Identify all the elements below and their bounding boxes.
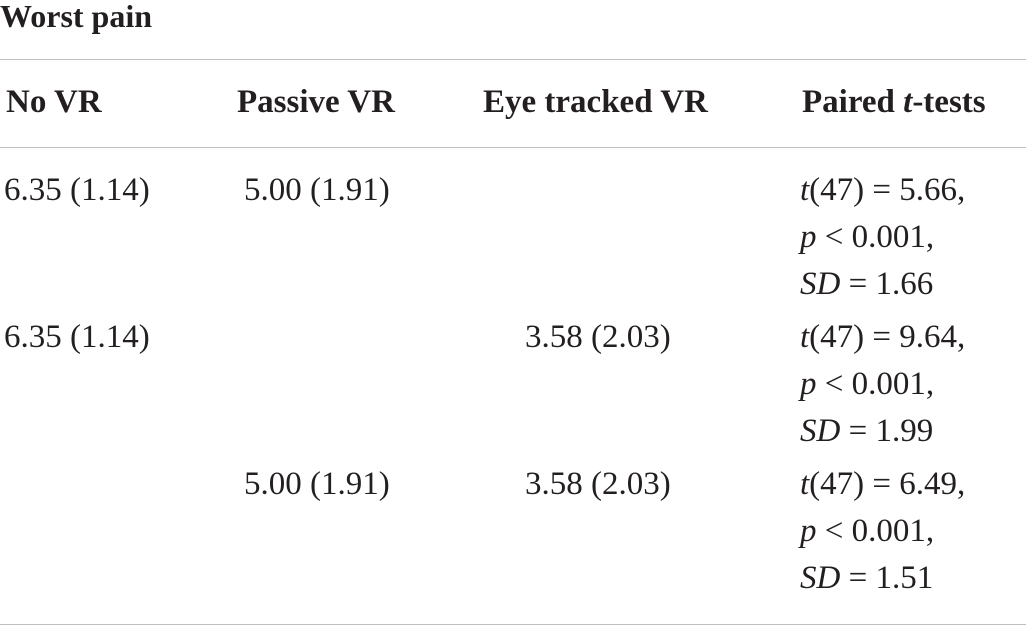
row-1-p-value: < 0.001, [816,219,935,255]
sd-symbol: SD [800,266,841,302]
header-rule [0,147,1026,148]
header-passive-vr: Passive VR [237,84,395,120]
header-paired-t: t [903,84,913,120]
header-paired-suffix: -tests [912,84,986,120]
row-3-t-value: (47) = 6.49, [809,466,966,502]
row-1-t-value: (47) = 5.66, [809,172,966,208]
section-title: Worst pain [0,0,153,34]
row-3-paired-test: t(47) = 6.49, p < 0.001, SD = 1.51 [800,461,965,602]
row-3-p-line: p < 0.001, [800,508,965,555]
bottom-rule [0,624,1026,625]
row-3-eye-tracked-vr: 3.58 (2.03) [525,466,671,502]
row-2-eye-tracked-vr: 3.58 (2.03) [525,319,671,355]
row-2-p-value: < 0.001, [816,366,935,402]
row-3-t-line: t(47) = 6.49, [800,461,965,508]
row-3-p-value: < 0.001, [816,513,935,549]
header-paired-t-tests: Paired t-tests [802,86,986,119]
row-2-sd-value: = 1.99 [840,413,934,449]
row-3-passive-vr: 5.00 (1.91) [244,466,390,502]
row-1-no-vr: 6.35 (1.14) [4,172,150,208]
row-1-p-line: p < 0.001, [800,214,965,261]
row-1-sd-value: = 1.66 [840,266,934,302]
row-1-t-line: t(47) = 5.66, [800,167,965,214]
row-3-sd-line: SD = 1.51 [800,555,965,602]
header-paired-prefix: Paired [802,84,904,120]
sd-symbol: SD [800,560,841,596]
t-symbol: t [800,172,810,208]
row-2-paired-test: t(47) = 9.64, p < 0.001, SD = 1.99 [800,314,965,455]
row-3-sd-value: = 1.51 [840,560,934,596]
row-1-sd-line: SD = 1.66 [800,261,965,308]
top-rule [0,59,1026,60]
p-symbol: p [800,366,817,402]
row-2-t-line: t(47) = 9.64, [800,314,965,361]
row-2-sd-line: SD = 1.99 [800,408,965,455]
sd-symbol: SD [800,413,841,449]
t-symbol: t [800,319,810,355]
row-2-no-vr: 6.35 (1.14) [4,319,150,355]
row-1-paired-test: t(47) = 5.66, p < 0.001, SD = 1.66 [800,167,965,308]
row-2-t-value: (47) = 9.64, [809,319,966,355]
p-symbol: p [800,219,817,255]
p-symbol: p [800,513,817,549]
row-1-passive-vr: 5.00 (1.91) [244,172,390,208]
header-eye-tracked-vr: Eye tracked VR [483,84,708,120]
t-symbol: t [800,466,810,502]
header-no-vr: No VR [6,84,102,120]
row-2-p-line: p < 0.001, [800,361,965,408]
